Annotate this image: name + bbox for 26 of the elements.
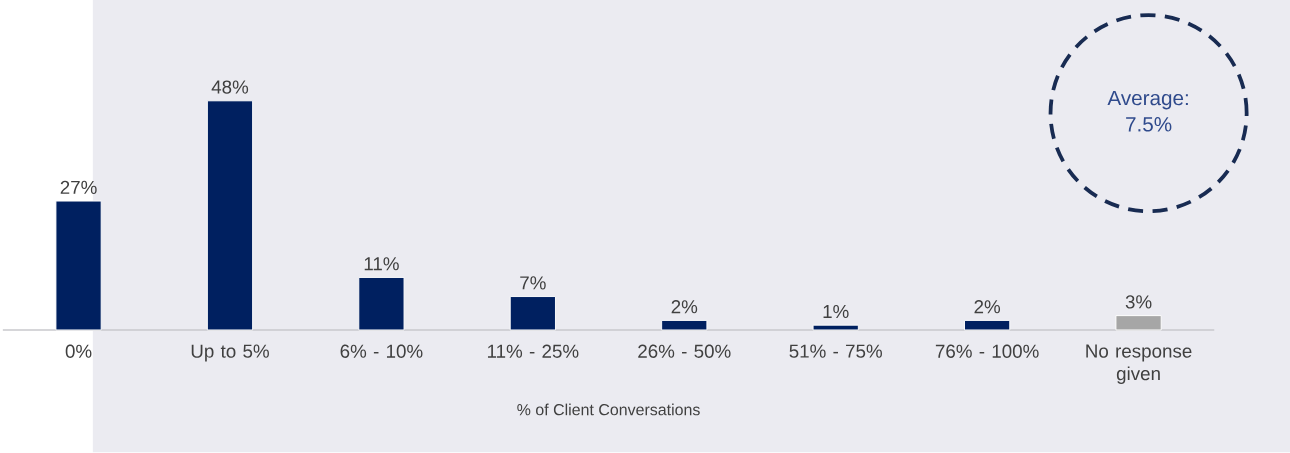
bar bbox=[55, 200, 102, 331]
bar bbox=[358, 277, 405, 331]
data-label: 7% bbox=[520, 276, 546, 290]
x-tick-label: No response given bbox=[1086, 344, 1192, 385]
data-label: 1% bbox=[823, 305, 849, 319]
data-label: 3% bbox=[1125, 295, 1152, 309]
x-tick-label: Up to 5% bbox=[191, 344, 269, 362]
data-label: 2% bbox=[974, 300, 1001, 314]
x-tick-label: 51% - 75% bbox=[789, 344, 882, 359]
x-tick-label: 76% - 100% bbox=[935, 344, 1039, 359]
bar bbox=[812, 324, 859, 331]
x-tick-label: 0% bbox=[65, 344, 92, 359]
x-tick-label: 6% - 10% bbox=[340, 344, 423, 359]
data-label: 48% bbox=[211, 80, 249, 94]
x-tick-label: 26% - 50% bbox=[638, 344, 731, 359]
bar bbox=[964, 320, 1011, 331]
bar bbox=[1115, 315, 1162, 331]
data-label: 11% bbox=[364, 257, 399, 271]
data-label: 27% bbox=[60, 180, 97, 195]
bar bbox=[206, 100, 254, 331]
x-tick-label: 11% - 25% bbox=[487, 344, 579, 359]
x-axis-title: % of Client Conversations bbox=[517, 403, 700, 416]
bar bbox=[509, 296, 556, 331]
data-label: 2% bbox=[671, 300, 698, 314]
annotation: Average: 7.5% bbox=[1107, 91, 1188, 132]
bar bbox=[661, 320, 708, 331]
